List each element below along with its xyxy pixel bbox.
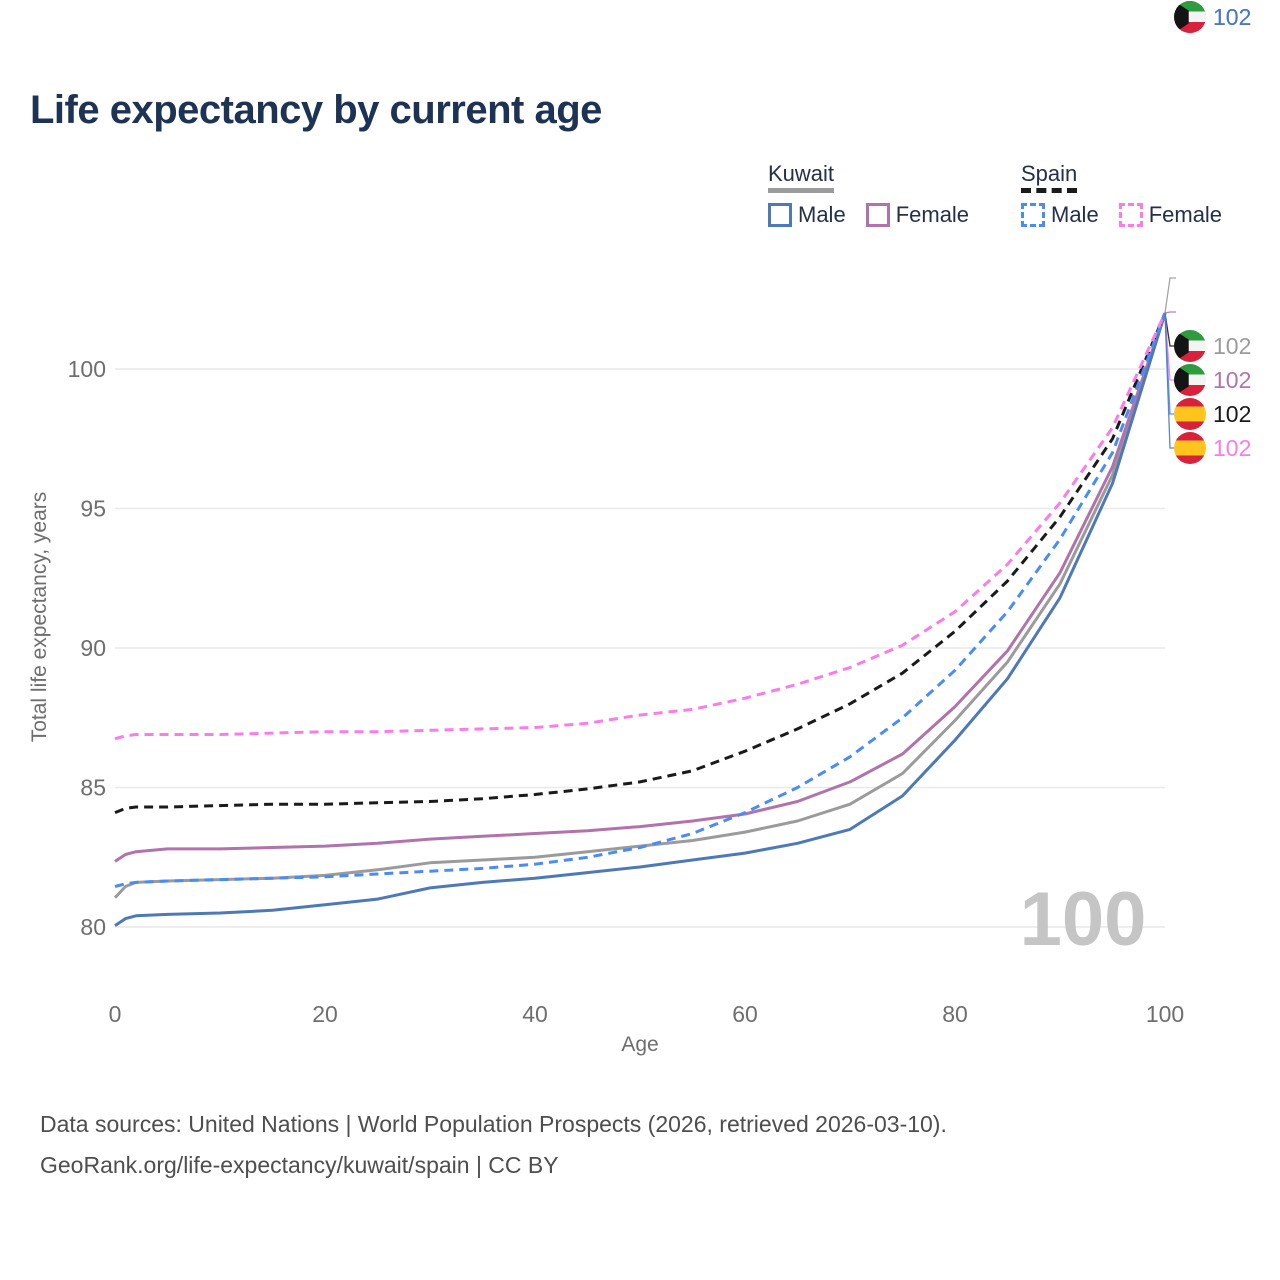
legend-group-spain: Spain Male Female [1021,162,1222,228]
series-line-kuwait_female [114,312,1167,863]
source-url-line: GeoRank.org/life-expectancy/kuwait/spain… [40,1152,559,1178]
x-tick-label: 60 [732,1001,758,1027]
x-tick-label: 20 [312,1001,338,1027]
end-value: 102 [1213,434,1252,461]
kuwait-female-swatch-icon [865,203,890,227]
legend-item-spain-male[interactable]: Male [1021,202,1099,228]
leader-line-kuwait_female [1164,311,1176,314]
page-title: Life expectancy by current age [30,88,602,132]
kuwait-flag-icon [1174,1,1206,33]
x-tick-label: 80 [942,1001,968,1027]
series-line-spain_total [114,312,1167,814]
end-label-spain-female: 102 [1174,431,1251,465]
spain-female-swatch-icon [1118,203,1143,227]
legend-item-label: Female [895,202,970,227]
x-tick-label: 100 [1146,1001,1184,1027]
legend-item-kuwait-female[interactable]: Female [865,202,970,228]
series-line-spain_female [114,312,1167,741]
x-tick-label: 40 [522,1001,548,1027]
kuwait-flag-icon [1174,330,1206,362]
spain-flag-icon [1174,398,1206,430]
y-tick-label: 100 [68,356,106,382]
data-sources-line: Data sources: United Nations | World Pop… [40,1111,947,1137]
legend-country-spain: Spain [1021,162,1078,193]
spain-male-swatch-icon [1021,203,1045,227]
legend-item-label: Female [1148,202,1223,227]
series-line-spain_male [114,312,1167,888]
end-value: 102 [1213,366,1252,393]
x-tick-label: 0 [109,1001,122,1027]
end-label-kuwait-total: 102 [1174,329,1251,363]
legend-item-spain-female[interactable]: Female [1118,202,1223,228]
y-tick-label: 95 [80,496,106,522]
legend-country-kuwait: Kuwait [768,162,835,193]
y-tick-label: 90 [80,635,106,661]
end-value: 102 [1213,3,1252,30]
y-tick-label: 80 [80,914,106,940]
y-tick-label: 85 [80,775,106,801]
end-label-spain-total: 102 [1174,397,1251,431]
legend-group-kuwait: Kuwait Male Female [768,162,969,228]
leader-line-kuwait_total [1164,277,1176,314]
series-line-kuwait_male [114,312,1167,927]
series-line-kuwait_total [113,312,1167,899]
end-label-kuwait-female: 102 [1174,363,1251,397]
end-value: 102 [1213,3,1252,30]
end-value: 102 [1213,400,1252,427]
kuwait-flag-icon [1174,364,1206,396]
x-axis-title: Age [621,1033,658,1056]
spain-flag-icon [1174,432,1206,464]
y-axis-title: Total life expectancy, years [28,492,51,743]
attribution: Data sources: United Nations | World Pop… [40,1104,947,1186]
end-value: 102 [1213,332,1252,359]
legend-item-kuwait-male[interactable]: Male [768,202,846,228]
age-watermark: 100 [1020,877,1147,962]
kuwait-male-swatch-icon [768,203,792,227]
legend-item-label: Male [1051,202,1099,227]
legend-item-label: Male [798,202,846,227]
end-label-kuwait-male: 102 [1174,0,1251,34]
